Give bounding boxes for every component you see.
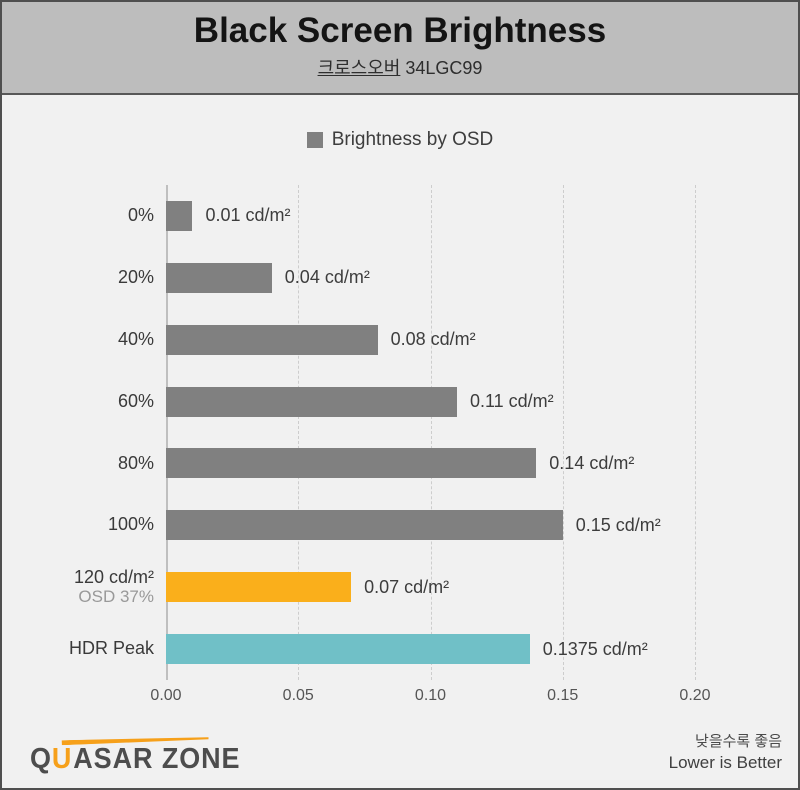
- chart-row: 80% 0.14 cd/m²: [2, 433, 798, 495]
- bar-value-label: 0.14 cd/m²: [549, 452, 635, 473]
- category-label: 20%: [2, 266, 166, 288]
- x-tick-label: 0.00: [150, 687, 182, 704]
- category-label-sub: OSD 37%: [78, 587, 154, 607]
- bar: [166, 386, 457, 417]
- category-label-main: 60%: [117, 390, 154, 411]
- chart-header: Black Screen Brightness 크로스오버 34LGC99: [2, 2, 798, 95]
- note-korean: 낮을수록 좋음: [695, 733, 782, 750]
- bar: [166, 324, 378, 355]
- quasarzone-logo: Q U ASAR ZONE: [30, 745, 240, 774]
- chart-row: 100% 0.15 cd/m²: [2, 494, 798, 556]
- category-label-main: 0%: [127, 205, 154, 226]
- bar: [166, 200, 193, 231]
- chart-row: 20% 0.04 cd/m²: [2, 247, 798, 309]
- bar-rows: 0% 0.01 cd/m² 20% 0.04 cd/m² 40% 0.08 cd/m² 60…: [2, 185, 798, 680]
- category-label-main: HDR Peak: [68, 638, 154, 659]
- bar-value-label: 0.11 cd/m²: [469, 391, 554, 412]
- category-label: 40%: [2, 328, 166, 350]
- bar: [166, 572, 352, 603]
- bar-value-label: 0.07 cd/m²: [364, 576, 450, 597]
- bar-area: 0.1375 cd/m²: [166, 618, 798, 680]
- bar: [166, 448, 537, 479]
- chart-row: 60% 0.11 cd/m²: [2, 371, 798, 433]
- note-english: Lower is Better: [668, 753, 782, 772]
- bar-area: 0.08 cd/m²: [166, 309, 798, 371]
- bar-value-label: 0.04 cd/m²: [284, 267, 370, 288]
- category-label: 80%: [2, 452, 166, 474]
- logo-letter-q: Q: [30, 743, 52, 775]
- x-tick-label: 0.20: [679, 687, 711, 704]
- bar-value-label: 0.08 cd/m²: [390, 329, 476, 350]
- x-axis-ticks: 0.00 0.05 0.10 0.15 0.20: [2, 687, 798, 709]
- category-label-main: 80%: [117, 452, 154, 473]
- x-tick-label: 0.05: [282, 687, 314, 704]
- bar-area: 0.01 cd/m²: [166, 185, 798, 247]
- subtitle-brand: 크로스오버: [317, 57, 401, 78]
- x-tick-label: 0.10: [414, 687, 447, 704]
- bar: [166, 634, 530, 665]
- bar-area: 0.14 cd/m²: [166, 433, 798, 495]
- chart-legend: Brightness by OSD: [2, 129, 798, 151]
- logo-text: ASAR ZONE: [73, 743, 241, 775]
- footer-note: 낮을수록 좋음 Lower is Better: [669, 731, 782, 774]
- bar-value-label: 0.01 cd/m²: [205, 205, 291, 226]
- category-label: 60%: [2, 390, 166, 412]
- category-label-main: 120 cd/m²: [73, 566, 154, 587]
- logo-letter-u: U: [51, 743, 73, 775]
- x-tick-label: 0.15: [547, 687, 579, 704]
- chart-row: 40% 0.08 cd/m²: [2, 309, 798, 371]
- chart-title: Black Screen Brightness: [193, 11, 607, 50]
- category-label-main: 40%: [117, 328, 154, 349]
- bar-area: 0.11 cd/m²: [166, 371, 798, 433]
- bar-value-label: 0.15 cd/m²: [575, 514, 661, 535]
- chart-row: 0% 0.01 cd/m²: [2, 185, 798, 247]
- chart-subtitle: 크로스오버 34LGC99: [2, 54, 798, 80]
- category-label-main: 20%: [117, 266, 154, 287]
- category-label: 120 cd/m² OSD 37%: [2, 566, 166, 607]
- category-label: HDR Peak: [2, 638, 166, 659]
- bar: [166, 510, 563, 541]
- bar: [166, 262, 272, 293]
- category-label-main: 100%: [107, 514, 154, 535]
- category-label: 100%: [2, 515, 166, 535]
- bar-area: 0.07 cd/m²: [166, 556, 798, 618]
- legend-label: Brightness by OSD: [331, 129, 494, 150]
- legend-swatch-icon: [306, 132, 323, 148]
- subtitle-model: 34LGC99: [400, 57, 483, 78]
- chart-row: HDR Peak 0.1375 cd/m²: [2, 618, 798, 680]
- bar-value-label: 0.1375 cd/m²: [542, 638, 648, 659]
- bar-area: 0.15 cd/m²: [166, 494, 798, 556]
- chart-row: 120 cd/m² OSD 37% 0.07 cd/m²: [2, 556, 798, 618]
- bar-area: 0.04 cd/m²: [166, 247, 798, 309]
- category-label: 0%: [2, 205, 166, 226]
